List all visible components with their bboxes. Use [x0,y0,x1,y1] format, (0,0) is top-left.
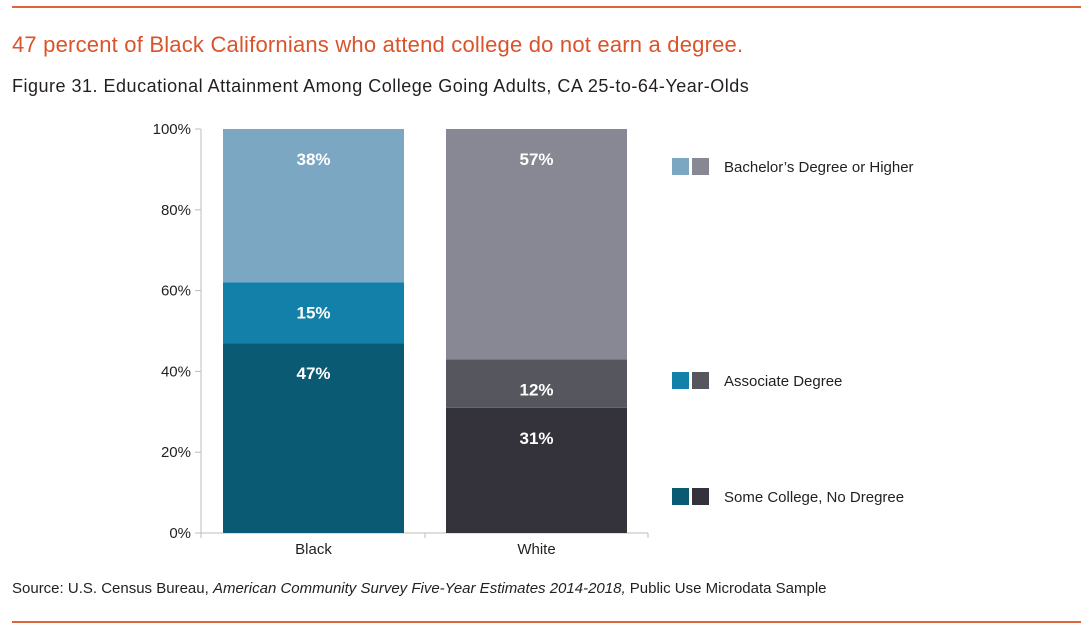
category-label: Black [295,541,332,558]
figure-title: Figure 31. Educational Attainment Among … [12,76,750,96]
data-label: 57% [519,150,553,169]
source-suffix: Public Use Microdata Sample [625,580,827,597]
y-tick-label: 20% [161,444,191,461]
data-label: 15% [296,304,330,323]
source-note: Source: U.S. Census Bureau, American Com… [12,580,827,597]
bar-segment [223,282,404,344]
category-label: White [517,541,555,558]
top-rule [12,6,1081,8]
legend-swatch [672,488,689,505]
y-tick-label: 60% [161,283,191,300]
legend-label: Bachelor’s Degree or Higher [724,159,914,176]
stacked-bar-chart: 0% 20% 40% 60% 80% 100% Black White 47% 15% 38% 31… [153,121,914,558]
bar-segment [446,359,627,408]
bar-segment [446,129,627,360]
data-label: 31% [519,429,553,448]
source-prefix: Source: U.S. Census Bureau, [12,580,213,597]
y-tick-label: 100% [153,121,191,138]
legend-swatch [672,158,689,175]
bar-segment [223,343,404,533]
data-label: 47% [296,364,330,383]
y-tick-label: 80% [161,202,191,219]
y-tick-label: 0% [169,525,191,542]
legend-label: Some College, No Dregree [724,489,904,506]
bar-segment [446,407,627,533]
legend-swatch [692,488,709,505]
legend-swatch [672,372,689,389]
bottom-rule [12,621,1081,623]
bar-segment [223,129,404,283]
legend-swatch [692,372,709,389]
y-tick-label: 40% [161,363,191,380]
source-italic: American Community Survey Five-Year Esti… [212,580,626,597]
headline: 47 percent of Black Californians who att… [12,32,744,57]
legend-swatch [692,158,709,175]
data-label: 12% [519,380,553,399]
data-label: 38% [296,150,330,169]
legend-label: Associate Degree [724,373,842,390]
